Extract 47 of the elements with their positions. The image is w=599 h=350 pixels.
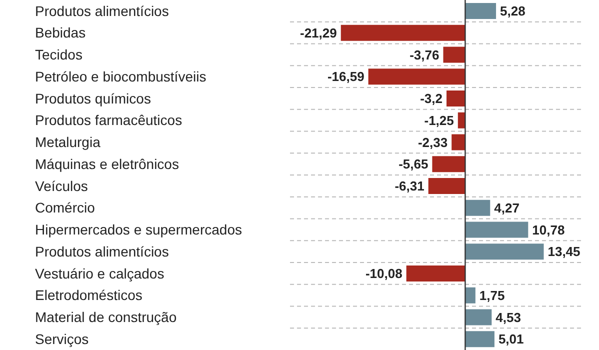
bar xyxy=(428,178,466,194)
y-tick-label: Hipermercados e supermercados xyxy=(35,222,242,238)
bar xyxy=(432,156,466,172)
y-tick-label: Eletrodomésticos xyxy=(35,287,142,304)
y-tick-label: Metalurgia xyxy=(35,134,101,150)
y-tick-label: Máquinas e eletrônicos xyxy=(35,156,179,172)
bar xyxy=(465,200,490,216)
y-tick-label: Produtos alimentícios xyxy=(35,243,169,260)
y-tick-label: Produtos farmacêuticos xyxy=(35,112,182,128)
data-label: -3,2 xyxy=(420,91,443,106)
bar xyxy=(465,244,544,260)
bar xyxy=(443,46,466,63)
y-tick-label: Veículos xyxy=(35,178,88,194)
data-label: 1,75 xyxy=(479,288,505,303)
bar xyxy=(446,90,466,106)
data-label: -16,59 xyxy=(327,69,364,84)
data-label: -5,65 xyxy=(398,156,428,172)
data-label: 5,01 xyxy=(498,332,524,347)
bar xyxy=(452,134,466,150)
data-label: 4,53 xyxy=(496,310,521,325)
data-label: -2,33 xyxy=(418,134,448,150)
y-tick-label: Petróleo e biocombustíveiis xyxy=(35,68,206,84)
bar xyxy=(340,24,466,41)
data-label: -21,29 xyxy=(300,25,337,40)
y-tick-label: Bebidas xyxy=(35,24,86,41)
data-label: -6,31 xyxy=(394,178,424,194)
y-tick-label: Vestuário e calçados xyxy=(35,265,164,282)
y-tick-label: Produtos alimentícios xyxy=(35,2,169,19)
data-label: -3,76 xyxy=(410,47,440,62)
data-label: 13,45 xyxy=(548,244,580,260)
data-label: 5,28 xyxy=(500,4,526,19)
bar xyxy=(465,222,528,238)
bar xyxy=(368,68,466,85)
data-label: 10,78 xyxy=(532,222,565,238)
y-tick-label: Tecidos xyxy=(35,46,82,63)
y-tick-label: Produtos químicos xyxy=(35,90,151,106)
bar xyxy=(406,266,466,282)
data-label: -10,08 xyxy=(365,266,402,282)
bar xyxy=(465,3,496,19)
bar xyxy=(465,287,476,304)
y-tick-label: Comércio xyxy=(35,200,96,216)
data-label: -1,25 xyxy=(424,112,454,128)
y-tick-label: Serviços xyxy=(35,330,89,347)
data-label: 4,27 xyxy=(494,200,520,216)
y-tick-label: Material de construção xyxy=(35,309,177,326)
bar xyxy=(465,309,492,326)
bar xyxy=(465,331,494,348)
